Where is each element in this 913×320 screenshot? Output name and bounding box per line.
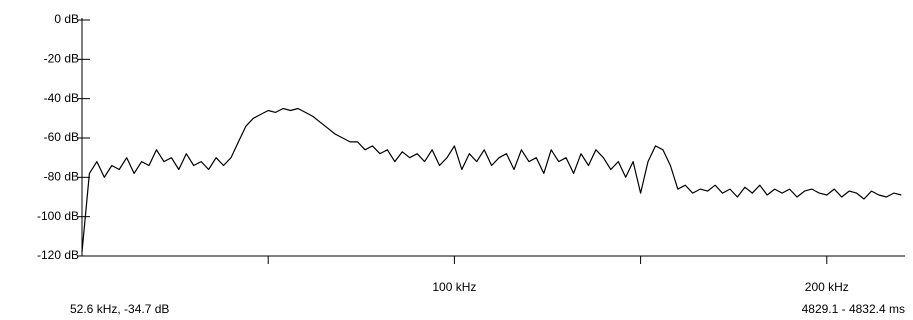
- x-tick-label: 200 kHz: [805, 280, 849, 294]
- cursor-readout: 52.6 kHz, -34.7 dB: [70, 302, 169, 316]
- spectrum-line: [81, 107, 902, 253]
- y-tick-label: -40 dB: [44, 91, 79, 105]
- y-tick-label: -20 dB: [44, 52, 79, 66]
- y-tick-label: -120 dB: [37, 248, 79, 262]
- x-tick-label: 100 kHz: [432, 280, 476, 294]
- y-tick-label: -60 dB: [44, 130, 79, 144]
- y-tick-label: -100 dB: [37, 209, 79, 223]
- y-tick-label: -80 dB: [44, 170, 79, 184]
- y-tick-label: 0 dB: [54, 12, 79, 26]
- time-range: 4829.1 - 4832.4 ms: [802, 302, 905, 316]
